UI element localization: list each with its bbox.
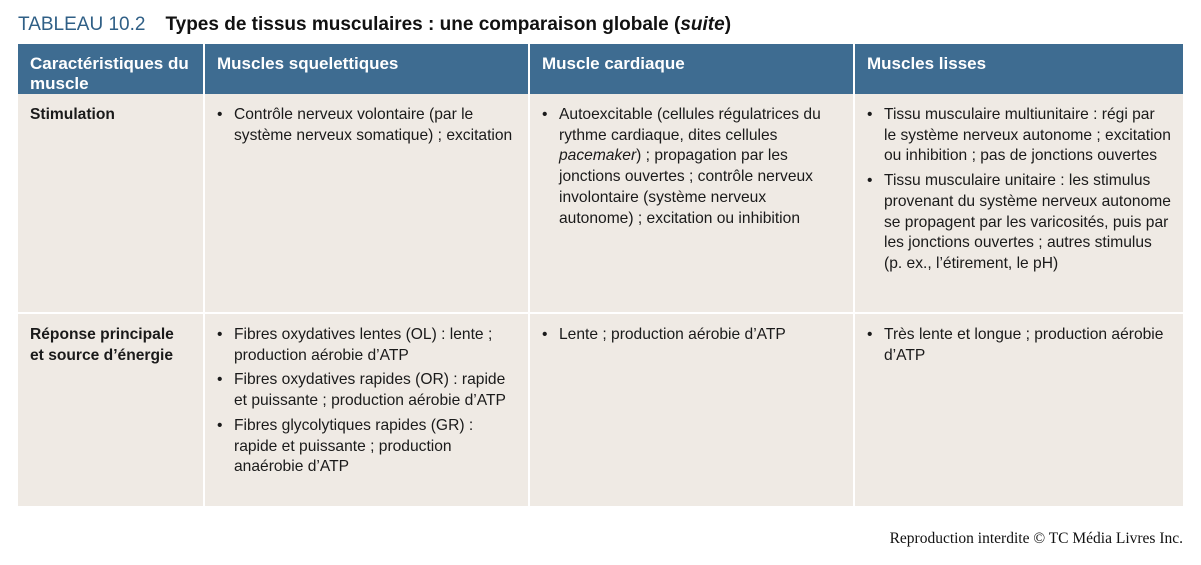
list-item: Tissu musculaire multiunitaire : régi pa… — [867, 105, 1171, 167]
table-title-text: Types de tissus musculaires : une compar… — [165, 14, 732, 35]
list-item: Très lente et longue ; production aérobi… — [867, 325, 1171, 366]
list-item: Fibres glycolytiques rapides (GR) : rapi… — [217, 416, 516, 478]
cell-cardiac-response: Lente ; production aérobie d’ATP — [528, 313, 854, 506]
cell-cardiac-stimulation: Autoexcitable (cellules régulatrices du … — [528, 94, 854, 314]
copyright-notice: Reproduction interdite © TC Média Livres… — [889, 530, 1183, 547]
header-skeletal: Muscles squelettiques — [203, 44, 529, 94]
header-cardiac: Muscle cardiaque — [528, 44, 854, 94]
list-item: Fibres oxydatives lentes (OL) : lente ; … — [217, 325, 516, 366]
table-number: TABLEAU 10.2 — [18, 14, 146, 35]
cell-skeletal-stimulation: Contrôle nerveux volontaire (par le syst… — [203, 94, 529, 314]
cell-smooth-stimulation: Tissu musculaire multiunitaire : régi pa… — [853, 94, 1183, 314]
header-smooth: Muscles lisses — [853, 44, 1183, 94]
table-row: Stimulation Contrôle nerveux volontaire … — [18, 94, 1183, 314]
row-label-stimulation: Stimulation — [18, 94, 204, 314]
header-characteristics: Caractéristiques du muscle — [18, 44, 204, 94]
table-row: Réponse principale et source d’énergie F… — [18, 313, 1183, 506]
list-item: Contrôle nerveux volontaire (par le syst… — [217, 105, 516, 146]
cell-smooth-response: Très lente et longue ; production aérobi… — [853, 313, 1183, 506]
header-row: Caractéristiques du muscle Muscles squel… — [18, 44, 1183, 94]
list-item: Tissu musculaire unitaire : les stimulus… — [867, 171, 1171, 275]
muscle-comparison-table: Caractéristiques du muscle Muscles squel… — [18, 44, 1183, 506]
list-item: Fibres oxydatives rapides (OR) : rapide … — [217, 370, 516, 411]
table-title: TABLEAU 10.2 Types de tissus musculaires … — [18, 12, 731, 38]
list-item: Autoexcitable (cellules régulatrices du … — [542, 105, 841, 229]
list-item: Lente ; production aérobie d’ATP — [542, 325, 841, 346]
cell-skeletal-response: Fibres oxydatives lentes (OL) : lente ; … — [203, 313, 529, 506]
row-label-response: Réponse principale et source d’énergie — [18, 313, 204, 506]
